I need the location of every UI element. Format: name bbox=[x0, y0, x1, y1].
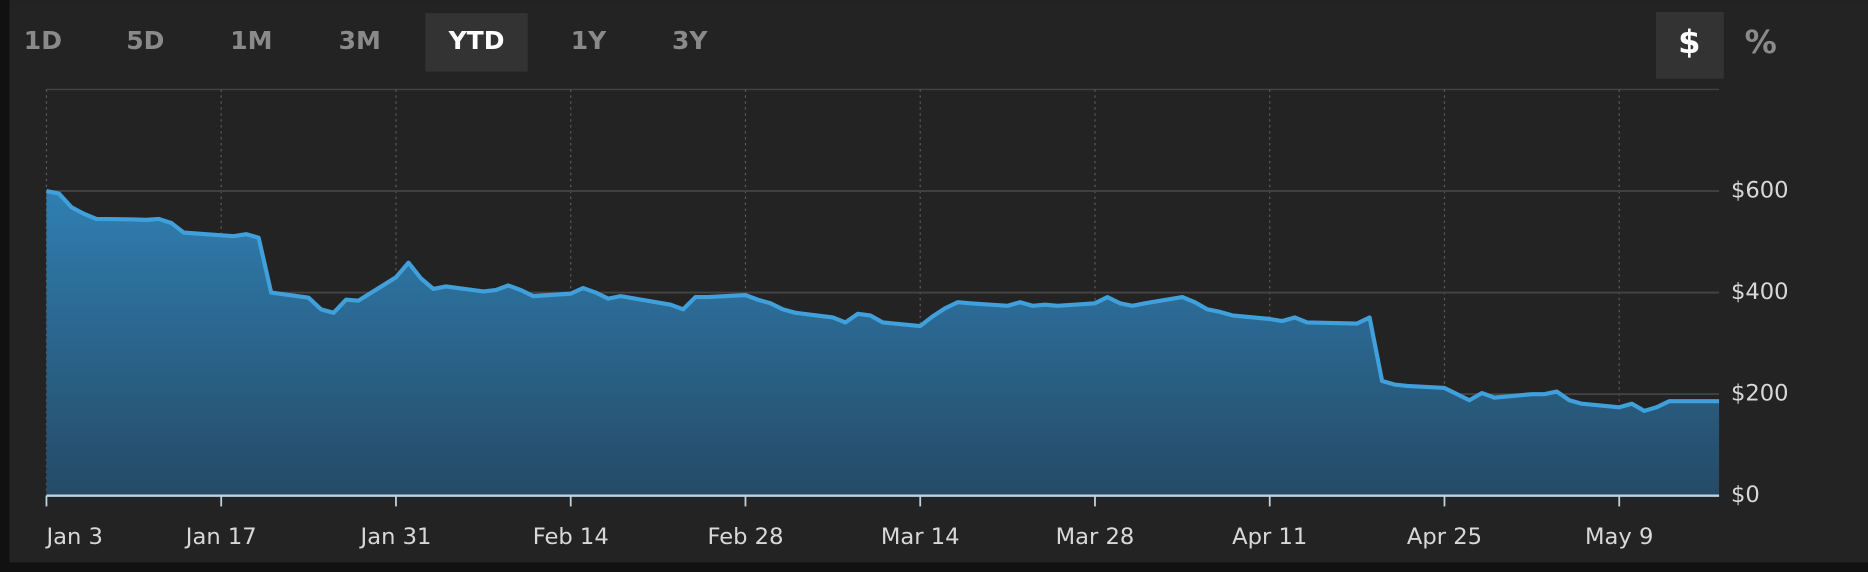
area-fill bbox=[46, 191, 1720, 496]
unit-button-bg[interactable] bbox=[1655, 11, 1724, 79]
x-tick-label: Mar 28 bbox=[1056, 524, 1135, 550]
unit-button-label[interactable]: % bbox=[1745, 23, 1777, 61]
range-button-label[interactable]: YTD bbox=[448, 26, 505, 55]
range-button-label[interactable]: 1D bbox=[24, 26, 62, 55]
price-line bbox=[46, 189, 1720, 413]
range-button-label[interactable]: 3M bbox=[339, 26, 381, 55]
x-tick-label: Jan 17 bbox=[184, 524, 257, 550]
x-tick-label: Jan 31 bbox=[359, 524, 432, 550]
unit-button-label[interactable]: $ bbox=[1678, 23, 1700, 61]
x-tick-label: Apr 11 bbox=[1232, 524, 1307, 550]
range-button-label[interactable]: 3Y bbox=[672, 26, 708, 55]
range-button[interactable]: 5D bbox=[126, 26, 164, 55]
y-tick-label: $200 bbox=[1731, 381, 1789, 407]
x-tick-label: Mar 14 bbox=[881, 524, 960, 550]
unit-button[interactable]: % bbox=[1745, 23, 1777, 61]
range-button-bg[interactable] bbox=[425, 13, 528, 72]
range-button[interactable]: 3M bbox=[339, 26, 381, 55]
toolbar: 1D 5D 1M 3M YTD 1Y 3Y $% bbox=[24, 11, 1777, 79]
range-button-label[interactable]: 1M bbox=[230, 26, 272, 55]
range-button-label[interactable]: 1Y bbox=[571, 26, 607, 55]
x-tick-label: Feb 14 bbox=[533, 524, 609, 550]
x-tick-label: Apr 25 bbox=[1407, 524, 1482, 550]
range-button[interactable]: 3Y bbox=[672, 26, 708, 55]
range-button[interactable]: YTD bbox=[425, 13, 528, 72]
plot: Jan 3 Jan 17 Jan 31 Feb 14 Feb 28 Mar 14 Mar 2… bbox=[44, 88, 1789, 550]
x-tick-label: May 9 bbox=[1585, 524, 1653, 550]
unit-button[interactable]: $ bbox=[1655, 11, 1724, 79]
x-tick-label: Feb 28 bbox=[707, 524, 783, 550]
y-tick-label: $600 bbox=[1731, 177, 1789, 203]
range-button[interactable]: 1M bbox=[230, 26, 272, 55]
y-tick-label: $400 bbox=[1731, 279, 1789, 305]
range-button-label[interactable]: 5D bbox=[126, 26, 164, 55]
range-button[interactable]: 1D bbox=[24, 26, 62, 55]
x-tick-label: Jan 3 bbox=[44, 524, 102, 550]
y-tick-label: $0 bbox=[1731, 482, 1760, 508]
range-button[interactable]: 1Y bbox=[571, 26, 607, 55]
